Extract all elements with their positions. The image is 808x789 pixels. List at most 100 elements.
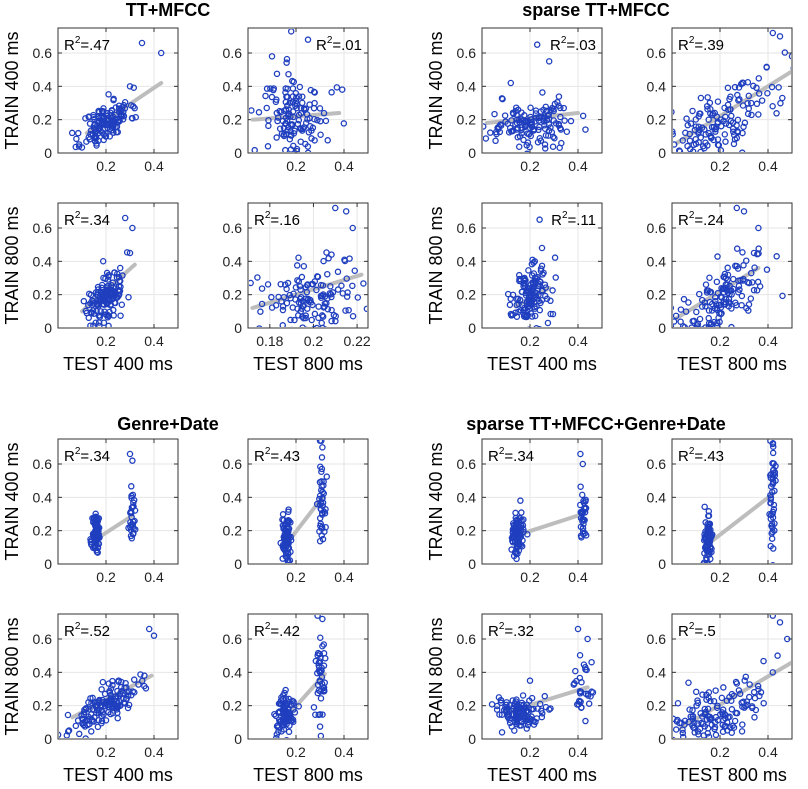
data-point	[557, 126, 565, 133]
data-point	[751, 714, 758, 721]
data-point	[286, 557, 294, 563]
data-point	[93, 707, 101, 714]
data-point	[535, 282, 542, 290]
data-point	[688, 324, 695, 327]
data-point	[341, 256, 348, 263]
data-point	[508, 128, 515, 135]
data-point	[497, 699, 505, 707]
y-tick-label: 0.4	[647, 489, 667, 505]
data-point	[742, 673, 750, 681]
data-point	[774, 652, 781, 659]
x-tick-label: 0.2	[96, 333, 116, 349]
data-point	[716, 711, 724, 718]
y-tick-label: 0.4	[223, 78, 243, 94]
y-tick-label: 0.6	[457, 456, 477, 472]
data-point	[493, 706, 501, 713]
scatter-panel: 0.2 0.4 0 0.2 0.4 0.6 R2=.03 TRAIN 400 ms	[426, 27, 603, 174]
x-axis-label: TEST 800 ms	[677, 354, 787, 374]
y-tick-label: 0.2	[647, 112, 667, 128]
data-point	[251, 146, 258, 152]
data-point	[129, 688, 137, 695]
data-point	[551, 134, 558, 142]
data-point	[769, 615, 777, 619]
data-point	[282, 120, 290, 127]
data-point	[267, 85, 274, 92]
data-point	[724, 84, 732, 92]
y-axis-label: TRAIN 800 ms	[2, 617, 22, 735]
data-point	[541, 692, 548, 700]
data-point	[137, 671, 144, 678]
axes-box	[247, 613, 369, 740]
axes-box	[57, 27, 179, 154]
data-point	[317, 732, 325, 738]
data-point	[705, 535, 712, 543]
data-point	[289, 697, 296, 705]
data-point	[776, 619, 784, 626]
data-point	[558, 139, 565, 147]
group-title: sparse TT+MFCC	[522, 0, 670, 20]
data-point	[268, 293, 275, 301]
data-point	[714, 98, 722, 105]
data-point	[304, 36, 312, 43]
data-point	[515, 518, 523, 526]
y-tick-label: 0.6	[33, 220, 53, 236]
data-point	[311, 116, 318, 123]
axes-box	[247, 438, 369, 565]
data-point	[316, 711, 324, 718]
data-point	[543, 295, 551, 303]
data-point	[699, 691, 706, 698]
data-point	[127, 508, 135, 516]
data-point	[112, 693, 120, 700]
data-point	[499, 95, 506, 103]
data-point	[704, 560, 711, 563]
data-point	[536, 700, 544, 708]
y-tick-label: 0.4	[647, 78, 667, 94]
data-point	[92, 128, 99, 136]
data-point	[83, 138, 90, 145]
y-tick-label: 0.6	[223, 220, 243, 236]
data-point	[343, 293, 351, 300]
data-point	[572, 667, 579, 675]
data-point	[292, 102, 299, 110]
data-point	[283, 299, 291, 307]
data-point	[130, 676, 138, 683]
plot-area	[68, 39, 165, 151]
data-point	[541, 141, 549, 148]
data-point	[87, 322, 94, 327]
data-point	[528, 272, 536, 279]
data-point	[138, 677, 146, 685]
data-point	[578, 534, 585, 541]
data-point	[249, 279, 254, 287]
data-point	[530, 705, 537, 713]
data-point	[555, 102, 562, 110]
r2-label: R2=.5	[678, 621, 716, 640]
data-point	[101, 120, 108, 127]
data-point	[93, 538, 100, 546]
data-point	[334, 286, 342, 293]
data-point	[343, 275, 350, 282]
data-point	[679, 729, 687, 737]
data-point	[110, 95, 117, 103]
data-point	[349, 224, 356, 232]
data-point	[297, 286, 304, 293]
x-tick-label: 0.2	[96, 158, 116, 174]
r2-label: R2=.43	[254, 446, 300, 465]
data-point	[112, 283, 120, 290]
data-point	[676, 147, 683, 152]
data-point	[279, 511, 287, 518]
data-point	[745, 92, 753, 100]
y-axis-label: TRAIN 400 ms	[426, 31, 446, 149]
data-point	[720, 684, 727, 691]
data-point	[279, 303, 287, 310]
data-point	[107, 685, 115, 692]
axes-box	[481, 613, 603, 740]
data-point	[320, 257, 327, 265]
data-point	[739, 249, 746, 256]
data-point	[483, 135, 490, 142]
data-point	[316, 478, 324, 486]
data-point	[703, 289, 711, 296]
data-point	[279, 516, 286, 523]
data-point	[563, 128, 571, 135]
data-point	[701, 550, 708, 557]
data-point	[65, 727, 73, 734]
